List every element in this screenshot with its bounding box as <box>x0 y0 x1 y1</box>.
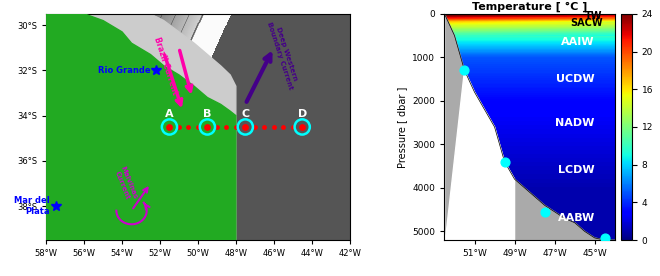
Point <box>249 125 260 129</box>
Polygon shape <box>46 14 236 240</box>
Text: Malvinas
Current: Malvinas Current <box>114 165 139 202</box>
Text: Mar del
Plata: Mar del Plata <box>15 197 50 216</box>
Point <box>164 125 175 129</box>
Text: SACW: SACW <box>570 17 603 28</box>
Point <box>269 125 279 129</box>
Point <box>202 125 213 129</box>
Point <box>240 125 251 129</box>
Point <box>259 125 269 129</box>
Point <box>459 68 470 73</box>
Point <box>164 125 175 129</box>
Text: A: A <box>165 109 174 119</box>
Point <box>499 160 510 164</box>
Text: NADW: NADW <box>555 118 595 128</box>
Point <box>174 125 184 129</box>
Text: D: D <box>298 109 307 119</box>
Point <box>297 125 308 129</box>
Text: UCDW: UCDW <box>556 74 595 84</box>
Text: Rio Grande: Rio Grande <box>98 66 150 75</box>
Polygon shape <box>46 14 236 240</box>
Point <box>599 236 610 240</box>
Point <box>240 125 251 129</box>
Point <box>183 125 193 129</box>
Point <box>202 125 213 129</box>
Text: AAIW: AAIW <box>561 37 595 47</box>
Point <box>288 125 298 129</box>
Text: Brazil Current: Brazil Current <box>152 36 180 96</box>
Text: AABW: AABW <box>558 213 595 223</box>
Point <box>297 125 308 129</box>
Point <box>193 125 203 129</box>
Y-axis label: Pressure [ dbar ]: Pressure [ dbar ] <box>397 86 407 168</box>
Polygon shape <box>444 14 515 249</box>
Text: LCDW: LCDW <box>558 166 595 176</box>
Point <box>212 125 222 129</box>
Point <box>539 210 550 214</box>
Text: Deep Western
Boundary Current: Deep Western Boundary Current <box>266 19 300 90</box>
Point <box>221 125 232 129</box>
Title: Temperature [ °C ]: Temperature [ °C ] <box>472 2 587 12</box>
Text: TW: TW <box>585 11 603 22</box>
Text: C: C <box>242 109 249 119</box>
Point <box>278 125 288 129</box>
Polygon shape <box>444 14 614 249</box>
Point <box>202 125 213 129</box>
Text: B: B <box>203 109 212 119</box>
Point <box>230 125 241 129</box>
Point <box>240 125 251 129</box>
